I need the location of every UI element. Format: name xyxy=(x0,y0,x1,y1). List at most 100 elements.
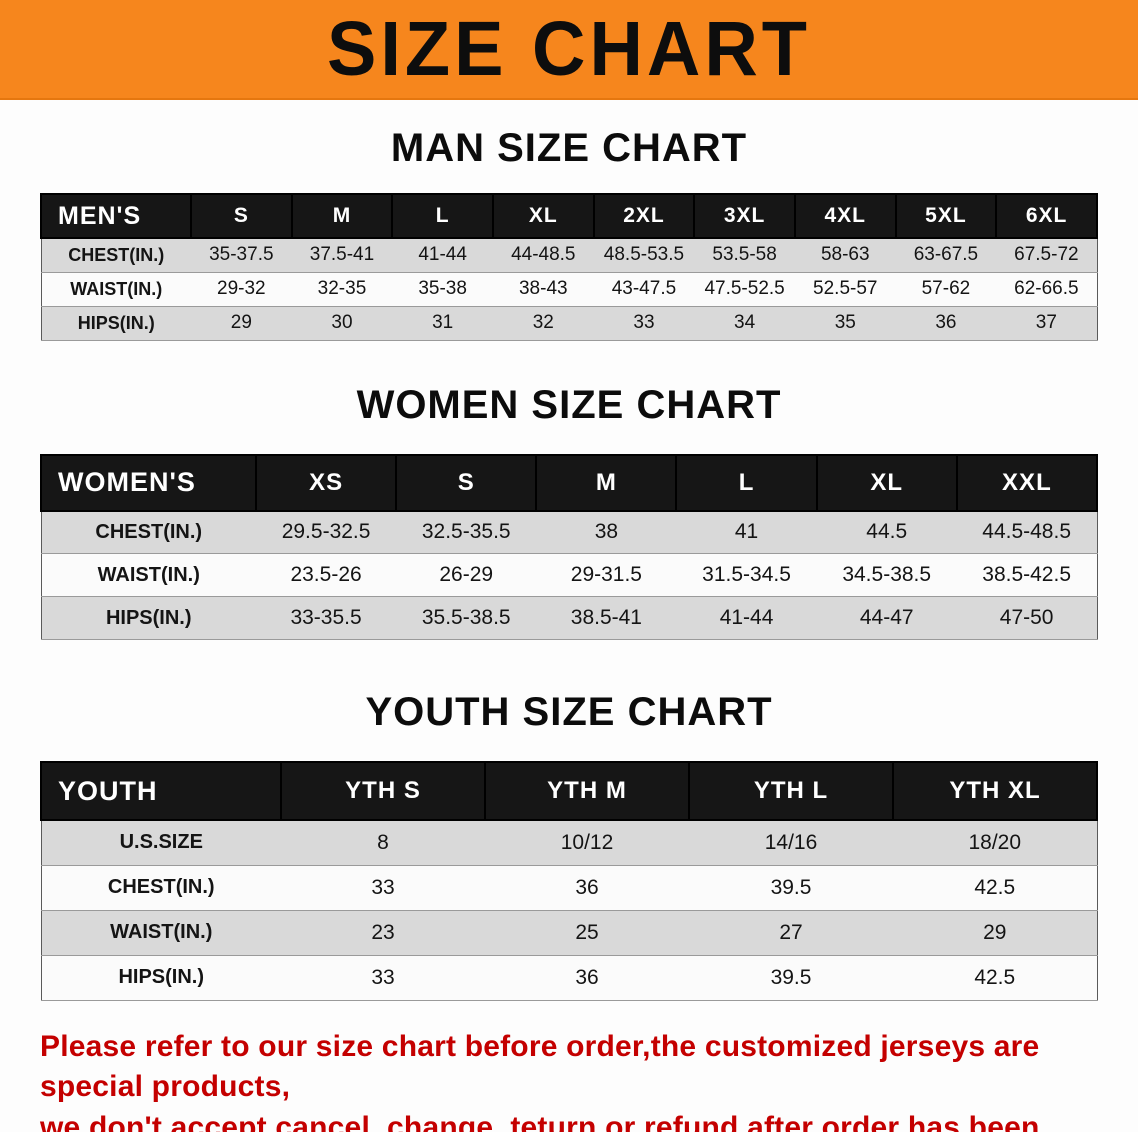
size-value: 48.5-53.5 xyxy=(593,237,695,273)
size-value: 41-44 xyxy=(676,596,817,640)
size-value: 42.5 xyxy=(893,954,1097,1001)
size-value: 23.5-26 xyxy=(256,553,397,597)
table-row: CHEST(IN.) 35-37.5 37.5-41 41-44 44-48.5 48.5… xyxy=(41,237,1097,273)
size-value: 29.5-32.5 xyxy=(256,510,397,554)
size-value: 33 xyxy=(593,305,695,341)
row-label: CHEST(IN.) xyxy=(41,237,191,273)
row-label: HIPS(IN.) xyxy=(41,596,256,640)
size-column-header: XL xyxy=(491,193,595,239)
disclaimer-line-2: we don't accept cancel, change, teturn o… xyxy=(40,1110,1040,1132)
size-column-header: 4XL xyxy=(793,193,897,239)
size-value: 31.5-34.5 xyxy=(676,553,817,597)
size-value: 32 xyxy=(492,305,594,341)
table-row: CHEST(IN.) 29.5-32.5 32.5-35.5 38 41 44.5 44.5… xyxy=(41,510,1097,554)
size-value: 25 xyxy=(485,909,689,956)
size-value: 35-38 xyxy=(392,271,493,307)
size-value: 38.5-41 xyxy=(536,596,677,640)
table-row: HIPS(IN.) 33 36 39.5 42.5 xyxy=(41,954,1097,1001)
size-value: 62-66.5 xyxy=(996,271,1097,307)
size-value: 53.5-58 xyxy=(694,237,795,273)
table-header-row: WOMEN'S XS S M L XL XXL xyxy=(40,453,1099,512)
size-value: 33 xyxy=(281,954,485,1001)
man-size-table: MEN'S S M L XL 2XL 3XL 4XL 5XL 6XL CHEST(IN.) 35-37… xyxy=(40,193,1098,341)
row-label: WAIST(IN.) xyxy=(41,271,191,307)
size-value: 37 xyxy=(996,305,1097,341)
size-column-header: 2XL xyxy=(592,193,696,239)
table-title-cell: MEN'S xyxy=(40,193,192,239)
size-value: 31 xyxy=(392,305,493,341)
disclaimer-line-1: Please refer to our size chart before or… xyxy=(40,1029,1040,1104)
table-title-cell: WOMEN'S xyxy=(40,453,257,512)
size-value: 42.5 xyxy=(893,864,1097,911)
size-column-header: YTH M xyxy=(484,761,690,821)
row-label: HIPS(IN.) xyxy=(41,954,281,1001)
size-value: 39.5 xyxy=(689,954,893,1001)
size-value: 43-47.5 xyxy=(593,271,695,307)
size-value: 14/16 xyxy=(689,819,893,866)
size-value: 35.5-38.5 xyxy=(396,596,537,640)
size-column-header: 5XL xyxy=(894,193,998,239)
row-label: CHEST(IN.) xyxy=(41,510,256,554)
size-value: 29 xyxy=(893,909,1097,956)
size-value: 38.5-42.5 xyxy=(956,553,1097,597)
row-label: HIPS(IN.) xyxy=(41,305,191,341)
women-size-table: WOMEN'S XS S M L XL XXL CHEST(IN.) 29.5-32.5 32.5… xyxy=(40,453,1099,640)
table-row: WAIST(IN.) 29-32 32-35 35-38 38-43 43-47.5 47.… xyxy=(41,271,1097,307)
size-value: 63-67.5 xyxy=(895,237,997,273)
size-column-header: M xyxy=(535,453,678,512)
table-header-row: YOUTH YTH S YTH M YTH L YTH XL xyxy=(40,761,1098,821)
table-row: HIPS(IN.) 29 30 31 32 33 34 35 36 37 xyxy=(41,305,1097,341)
size-value: 29-31.5 xyxy=(536,553,677,597)
size-value: 44-47 xyxy=(816,596,957,640)
youth-size-heading: YOUTH SIZE CHART xyxy=(365,690,773,734)
size-value: 37.5-41 xyxy=(291,237,393,273)
size-column-header: YTH L xyxy=(688,761,894,821)
size-value: 35 xyxy=(794,305,896,341)
size-value: 44.5-48.5 xyxy=(956,510,1097,554)
size-value: 23 xyxy=(281,909,485,956)
row-label: WAIST(IN.) xyxy=(41,909,281,956)
size-value: 33-35.5 xyxy=(256,596,397,640)
youth-size-table: YOUTH YTH S YTH M YTH L YTH XL U.S.SIZE 8 10/12… xyxy=(40,761,1098,1001)
size-value: 10/12 xyxy=(485,819,689,866)
size-value: 29 xyxy=(191,305,292,341)
size-value: 38-43 xyxy=(492,271,594,307)
size-column-header: L xyxy=(391,193,494,239)
size-column-header: S xyxy=(190,193,293,239)
table-row: U.S.SIZE 8 10/12 14/16 18/20 xyxy=(41,819,1097,866)
size-value: 38 xyxy=(536,510,677,554)
size-value: 32-35 xyxy=(291,271,393,307)
size-column-header: YTH XL xyxy=(892,761,1098,821)
size-value: 39.5 xyxy=(689,864,893,911)
size-value: 33 xyxy=(281,864,485,911)
women-size-heading: WOMEN SIZE CHART xyxy=(356,382,782,427)
size-value: 36 xyxy=(485,954,689,1001)
size-value: 27 xyxy=(689,909,893,956)
size-column-header: XXL xyxy=(955,453,1099,512)
size-value: 26-29 xyxy=(396,553,537,597)
row-label: U.S.SIZE xyxy=(41,819,281,866)
table-row: HIPS(IN.) 33-35.5 35.5-38.5 38.5-41 41-44 44-… xyxy=(41,596,1097,640)
row-label: WAIST(IN.) xyxy=(41,553,256,597)
size-value: 57-62 xyxy=(895,271,997,307)
size-column-header: 3XL xyxy=(693,193,796,239)
size-column-header: M xyxy=(290,193,394,239)
page-title: SIZE CHART xyxy=(327,5,811,92)
table-header-row: MEN'S S M L XL 2XL 3XL 4XL 5XL 6XL xyxy=(40,193,1098,239)
size-value: 36 xyxy=(895,305,997,341)
size-column-header: S xyxy=(395,453,538,512)
table-row: WAIST(IN.) 23.5-26 26-29 29-31.5 31.5-34.5 34… xyxy=(41,553,1097,597)
row-label: CHEST(IN.) xyxy=(41,864,281,911)
size-value: 18/20 xyxy=(893,819,1097,866)
size-value: 44-48.5 xyxy=(492,237,594,273)
size-value: 32.5-35.5 xyxy=(396,510,537,554)
man-size-section: MAN SIZE CHART MEN'S S M L XL 2XL 3XL 4XL 5XL 6XL… xyxy=(0,126,1138,341)
size-column-header: L xyxy=(675,453,818,512)
size-value: 34.5-38.5 xyxy=(816,553,957,597)
women-size-section: WOMEN SIZE CHART WOMEN'S XS S M L XL XXL CHEST(… xyxy=(0,382,1138,640)
size-value: 30 xyxy=(291,305,393,341)
table-title-cell: YOUTH xyxy=(40,761,282,821)
size-value: 8 xyxy=(281,819,485,866)
size-value: 36 xyxy=(485,864,689,911)
